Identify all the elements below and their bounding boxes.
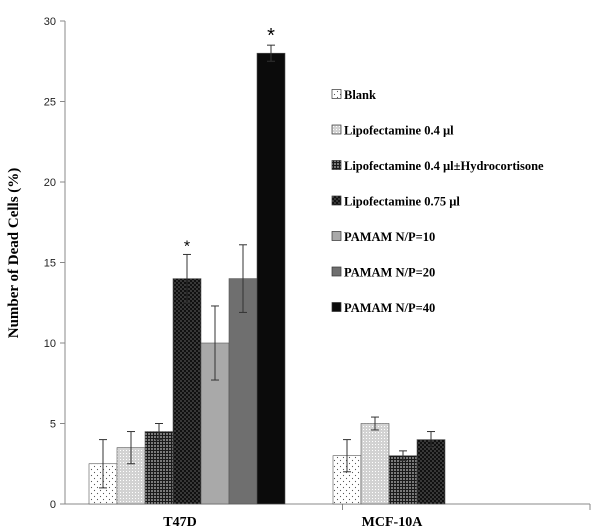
bar bbox=[360, 423, 390, 505]
y-tick-label: 30 bbox=[44, 16, 56, 28]
bar bbox=[416, 439, 446, 505]
legend-label: Lipofectamine 0.75 µl bbox=[344, 195, 460, 209]
y-tick-label: 20 bbox=[44, 177, 56, 189]
legend-swatch bbox=[331, 124, 342, 135]
bars-layer: ** bbox=[88, 25, 446, 505]
significance-marker: * bbox=[184, 238, 190, 255]
bar bbox=[256, 52, 286, 505]
significance-marker: * bbox=[267, 25, 275, 47]
y-tick-label: 15 bbox=[44, 258, 56, 270]
y-tick-label: 25 bbox=[44, 97, 56, 109]
legend-label: PAMAM N/P=10 bbox=[344, 230, 435, 244]
y-tick-label: 10 bbox=[44, 338, 56, 350]
y-tick-label: 0 bbox=[50, 499, 56, 511]
bar bbox=[228, 278, 258, 505]
bar bbox=[144, 431, 174, 505]
y-axis-title: Number of Dead Cells (%) bbox=[6, 168, 22, 339]
legend-label: PAMAM N/P=40 bbox=[344, 301, 435, 315]
x-category-label: T47D bbox=[163, 515, 196, 530]
legend-swatch bbox=[331, 160, 342, 170]
legend-label: Blank bbox=[344, 88, 376, 102]
legend-swatch bbox=[331, 266, 342, 277]
x-category-label: MCF-10A bbox=[362, 515, 424, 530]
legend-swatch bbox=[331, 195, 342, 206]
bar bbox=[172, 278, 202, 505]
legend-label: Lipofectamine 0.4 µl±Hydrocortisone bbox=[344, 159, 544, 173]
y-tick-label: 5 bbox=[50, 419, 56, 431]
bar bbox=[388, 455, 418, 505]
legend: Blank Lipofectamine 0.4 µl Lipofectamine 0… bbox=[331, 88, 544, 315]
legend-label: Lipofectamine 0.4 µl bbox=[344, 124, 454, 138]
legend-label: PAMAM N/P=20 bbox=[344, 266, 435, 280]
legend-swatch bbox=[331, 302, 342, 312]
legend-swatch bbox=[331, 89, 342, 99]
legend-swatch bbox=[331, 231, 342, 241]
